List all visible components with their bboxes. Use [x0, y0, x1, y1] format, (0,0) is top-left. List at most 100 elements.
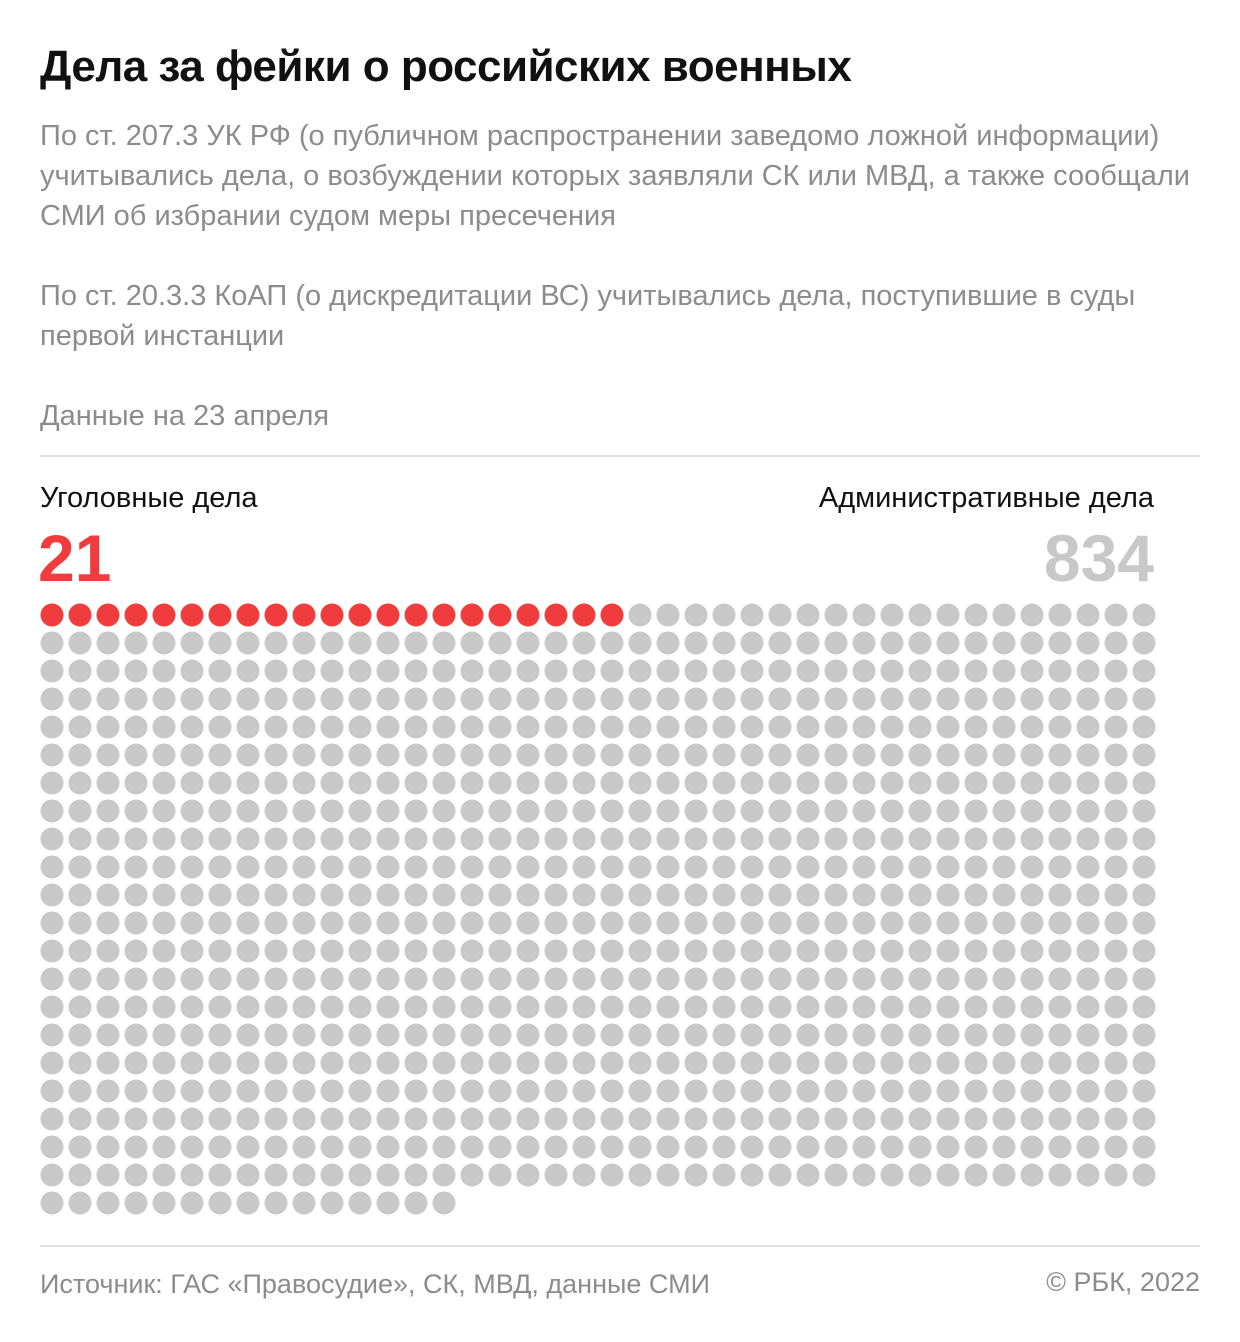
administrative-case-dot: [376, 1163, 400, 1187]
administrative-case-dot: [992, 883, 1016, 907]
administrative-case-dot: [404, 827, 428, 851]
administrative-case-dot: [180, 659, 204, 683]
administrative-case-dot: [1076, 1163, 1100, 1187]
administrative-case-dot: [488, 1023, 512, 1047]
administrative-case-dot: [96, 631, 120, 655]
administrative-case-dot: [1076, 1135, 1100, 1159]
administrative-case-dot: [320, 911, 344, 935]
administrative-case-dot: [516, 1107, 540, 1131]
administrative-case-dot: [348, 687, 372, 711]
administrative-case-dot: [236, 1023, 260, 1047]
administrative-case-dot: [516, 939, 540, 963]
administrative-case-dot: [544, 939, 568, 963]
administrative-case-dot: [1104, 659, 1128, 683]
administrative-case-dot: [936, 939, 960, 963]
administrative-case-dot: [1020, 939, 1044, 963]
administrative-case-dot: [852, 967, 876, 991]
administrative-case-dot: [1020, 659, 1044, 683]
administrative-case-dot: [1048, 883, 1072, 907]
administrative-case-dot: [992, 1079, 1016, 1103]
administrative-case-dot: [152, 827, 176, 851]
administrative-case-dot: [208, 1079, 232, 1103]
administrative-case-dot: [404, 1135, 428, 1159]
administrative-case-dot: [404, 799, 428, 823]
administrative-case-dot: [236, 995, 260, 1019]
administrative-case-dot: [236, 827, 260, 851]
administrative-case-dot: [544, 743, 568, 767]
administrative-case-dot: [824, 827, 848, 851]
administrative-case-dot: [656, 631, 680, 655]
administrative-case-dot: [544, 1079, 568, 1103]
administrative-case-dot: [376, 687, 400, 711]
administrative-case-dot: [348, 631, 372, 655]
administrative-case-dot: [376, 799, 400, 823]
administrative-case-dot: [264, 1191, 288, 1215]
administrative-case-dot: [1132, 1107, 1156, 1131]
administrative-case-dot: [1104, 967, 1128, 991]
administrative-case-dot: [488, 827, 512, 851]
administrative-case-dot: [1104, 855, 1128, 879]
administrative-case-dot: [852, 827, 876, 851]
administrative-case-dot: [516, 883, 540, 907]
administrative-case-dot: [348, 715, 372, 739]
administrative-case-dot: [628, 1163, 652, 1187]
administrative-case-dot: [404, 855, 428, 879]
administrative-case-dot: [152, 631, 176, 655]
administrative-case-dot: [152, 967, 176, 991]
administrative-case-dot: [96, 799, 120, 823]
administrative-case-dot: [180, 1191, 204, 1215]
administrative-case-dot: [628, 743, 652, 767]
administrative-case-dot: [1076, 855, 1100, 879]
administrative-case-dot: [796, 799, 820, 823]
administrative-case-dot: [124, 1135, 148, 1159]
administrative-case-dot: [852, 659, 876, 683]
administrative-case-dot: [180, 743, 204, 767]
administrative-case-dot: [1104, 827, 1128, 851]
administrative-case-dot: [1132, 1135, 1156, 1159]
administrative-case-dot: [1020, 1079, 1044, 1103]
administrative-case-dot: [292, 799, 316, 823]
administrative-case-dot: [936, 771, 960, 795]
administrative-case-dot: [852, 995, 876, 1019]
administrative-case-dot: [880, 659, 904, 683]
administrative-case-dot: [292, 659, 316, 683]
administrative-cases-label: Административные дела: [818, 482, 1154, 514]
administrative-case-dot: [1076, 631, 1100, 655]
administrative-case-dot: [180, 1163, 204, 1187]
administrative-case-dot: [600, 1079, 624, 1103]
administrative-case-dot: [292, 1135, 316, 1159]
administrative-case-dot: [320, 1079, 344, 1103]
administrative-case-dot: [40, 743, 64, 767]
administrative-case-dot: [124, 659, 148, 683]
administrative-case-dot: [96, 1163, 120, 1187]
administrative-case-dot: [628, 995, 652, 1019]
administrative-case-dot: [768, 827, 792, 851]
administrative-case-dot: [852, 1135, 876, 1159]
administrative-case-dot: [208, 1051, 232, 1075]
administrative-case-dot: [796, 855, 820, 879]
administrative-case-dot: [656, 603, 680, 627]
administrative-case-dot: [432, 967, 456, 991]
administrative-case-dot: [68, 743, 92, 767]
criminal-case-dot: [96, 603, 120, 627]
administrative-case-dot: [768, 911, 792, 935]
administrative-case-dot: [992, 631, 1016, 655]
administrative-case-dot: [348, 1079, 372, 1103]
administrative-case-dot: [740, 995, 764, 1019]
administrative-case-dot: [404, 995, 428, 1019]
administrative-case-dot: [1076, 715, 1100, 739]
administrative-case-dot: [460, 827, 484, 851]
criminal-cases-label: Уголовные дела: [40, 482, 258, 514]
administrative-case-dot: [796, 659, 820, 683]
administrative-case-dot: [1076, 1107, 1100, 1131]
administrative-case-dot: [264, 1135, 288, 1159]
administrative-case-dot: [964, 1079, 988, 1103]
administrative-case-dot: [236, 911, 260, 935]
administrative-case-dot: [992, 939, 1016, 963]
administrative-case-dot: [348, 659, 372, 683]
administrative-case-dot: [40, 1079, 64, 1103]
administrative-case-dot: [152, 799, 176, 823]
administrative-case-dot: [124, 687, 148, 711]
administrative-case-dot: [432, 799, 456, 823]
administrative-case-dot: [824, 967, 848, 991]
